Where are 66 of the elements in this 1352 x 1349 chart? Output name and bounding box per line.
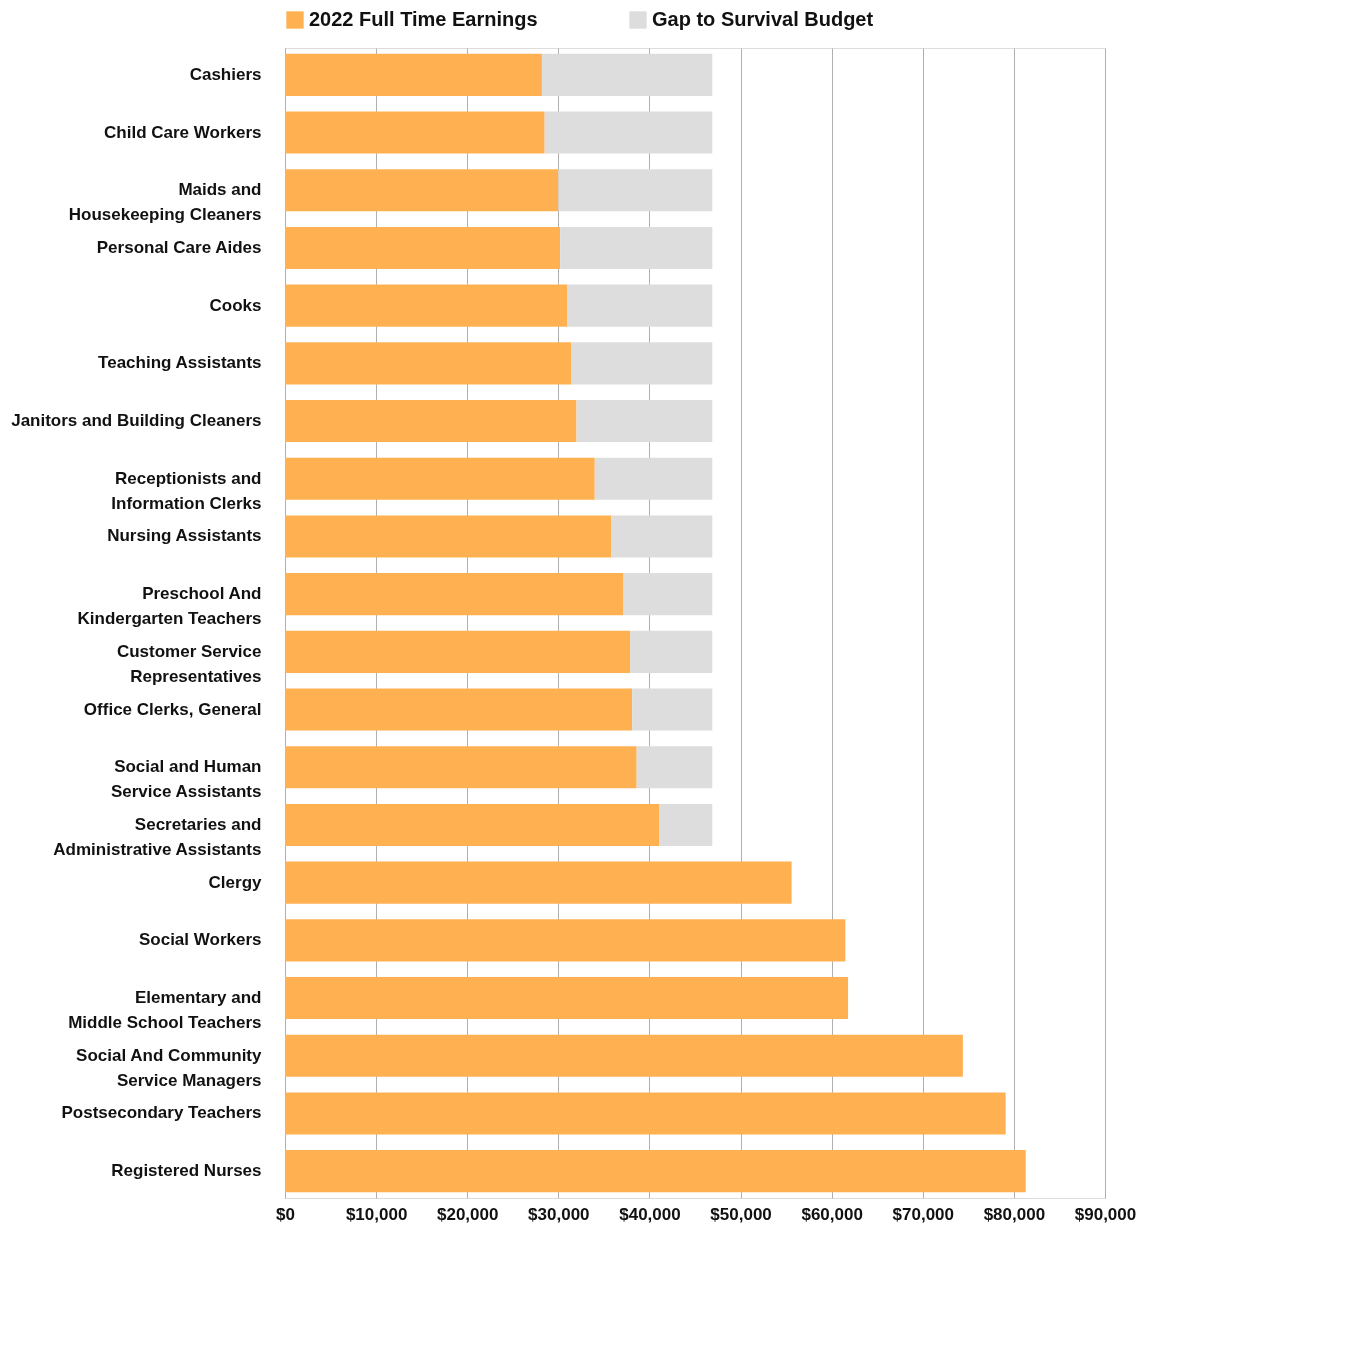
y-tick-label: Social And Community Service Managers [76, 1045, 263, 1090]
bar [285, 53, 542, 96]
bar [285, 169, 559, 212]
y-tick-label: Teaching Assistants [98, 353, 262, 373]
bar [285, 861, 792, 904]
x-tick-label: $50,000 [710, 1204, 772, 1224]
bar [623, 573, 713, 616]
bar [285, 746, 637, 789]
bar [594, 457, 713, 500]
y-tick-label: Secretaries and Administrative Assistants [53, 814, 262, 859]
bar [659, 803, 713, 847]
y-tick-label: Nursing Assistants [107, 526, 262, 546]
y-tick-label: Receptionists and Information Clerks [111, 468, 262, 513]
y-tick-label: Preschool And Kindergarten Teachers [77, 584, 262, 629]
x-tick-label: $20,000 [437, 1204, 499, 1224]
bar [611, 515, 713, 558]
x-tick-label: $0 [276, 1204, 295, 1224]
bar [567, 284, 713, 327]
bar [285, 111, 545, 154]
y-tick-label: Maids and Housekeeping Cleaners [68, 180, 262, 225]
y-tick-label: Janitors and Building Cleaners [11, 411, 262, 431]
x-tick-label: $60,000 [801, 1204, 863, 1224]
y-tick-label: Clergy [208, 872, 263, 892]
y-tick-label: Customer Service Representatives [116, 641, 262, 686]
bar [285, 1092, 1006, 1135]
bar [636, 746, 713, 789]
x-tick-label: $90,000 [1074, 1204, 1137, 1224]
x-tick-label: $70,000 [892, 1204, 954, 1224]
y-tick-label: Cooks [209, 295, 262, 315]
bar [285, 515, 612, 558]
legend-label: 2022 Full Time Earnings [309, 8, 538, 30]
bar [630, 630, 713, 673]
bar [285, 1034, 963, 1077]
bar [285, 688, 633, 731]
x-tick-label: $30,000 [528, 1204, 590, 1224]
x-tick-label: $40,000 [619, 1204, 681, 1224]
bar [285, 457, 595, 500]
bar [285, 573, 624, 616]
x-tick-label: $10,000 [345, 1204, 408, 1224]
y-tick-label: Social and Human Service Assistants [110, 757, 262, 802]
bar [285, 399, 577, 443]
bar [285, 977, 849, 1020]
bar [285, 226, 561, 269]
bar [285, 1150, 1026, 1193]
bar [285, 284, 568, 327]
bar [576, 399, 713, 443]
y-tick-label: Office Clerks, General [83, 699, 262, 719]
legend-label: Gap to Survival Budget [652, 8, 874, 30]
y-tick-label: Social Workers [138, 930, 262, 950]
bar [285, 342, 572, 385]
bar [571, 342, 713, 385]
bar [285, 803, 660, 847]
bar [560, 226, 713, 269]
y-tick-label: Cashiers [189, 64, 262, 84]
y-tick-label: Registered Nurses [111, 1161, 262, 1181]
bar [285, 919, 846, 962]
bar [541, 53, 713, 96]
x-tick-label: $80,000 [983, 1204, 1046, 1224]
bar [558, 169, 713, 212]
y-tick-label: Child Care Workers [104, 122, 262, 142]
y-tick-label: Personal Care Aides [96, 237, 262, 257]
y-tick-label: Elementary and Middle School Teachers [68, 988, 262, 1033]
bar [544, 111, 713, 154]
y-tick-label: Postsecondary Teachers [61, 1103, 262, 1123]
bar [285, 630, 631, 673]
bar [632, 688, 713, 731]
